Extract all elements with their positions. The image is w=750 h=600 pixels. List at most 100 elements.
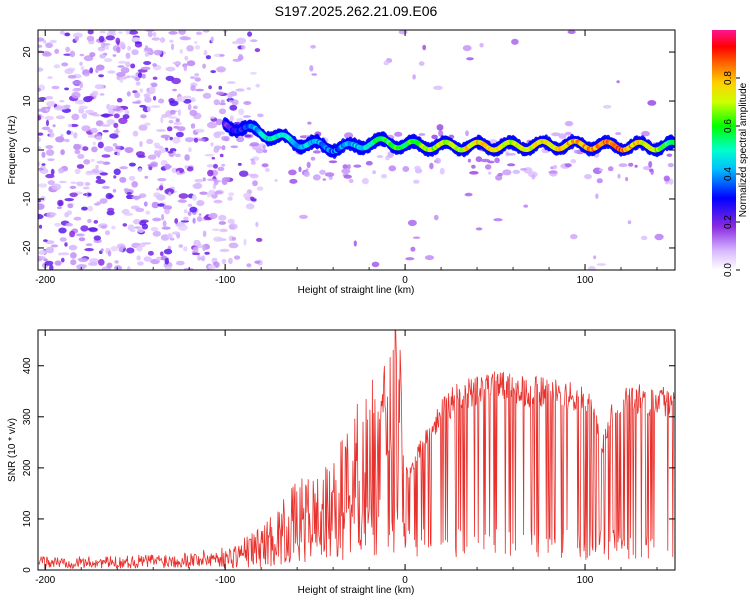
- spectrogram-noise-blob: [93, 235, 102, 241]
- spectrogram-noise-blob: [438, 130, 444, 137]
- spectrogram-noise-blob: [342, 164, 349, 170]
- spectrogram-noise-blob: [118, 41, 125, 49]
- spectrogram-noise-blob: [221, 258, 227, 265]
- spectrogram-noise-blob: [94, 84, 105, 90]
- spectrogram-noise-blob: [145, 210, 151, 215]
- spectrogram-noise-blob: [169, 136, 173, 141]
- spectrogram-noise-blob: [148, 86, 156, 93]
- spectrogram-noise-blob: [143, 256, 152, 262]
- spectrogram-noise-blob: [180, 220, 190, 223]
- spectrogram-noise-blob: [69, 230, 76, 238]
- spectrogram-noise-blob: [84, 248, 94, 252]
- spectrogram-noise-blob: [105, 35, 116, 41]
- spectrogram-noise-blob: [76, 264, 86, 270]
- spectrogram-noise-blob: [229, 104, 238, 111]
- spectrogram-noise-blob: [462, 45, 472, 52]
- spectrogram-noise-blob: [43, 40, 47, 44]
- spectrogram-noise-blob: [128, 162, 136, 167]
- spectrogram-noise-blob: [159, 37, 166, 43]
- spectrogram-noise-blob: [116, 46, 121, 53]
- spectrogram-noise-blob: [207, 169, 214, 177]
- spectrogram-noise-blob: [176, 260, 185, 266]
- spectrogram-noise-blob: [131, 181, 139, 188]
- spectrogram-noise-blob: [531, 173, 536, 180]
- spectrogram-noise-blob: [207, 121, 217, 129]
- spectrogram-noise-blob: [371, 261, 380, 268]
- spectrogram-noise-blob: [93, 220, 99, 224]
- spectrogram-noise-blob: [231, 236, 237, 241]
- spectrogram-noise-blob: [186, 60, 196, 67]
- spectrogram-noise-blob: [82, 146, 89, 151]
- spectrogram-noise-blob: [81, 113, 88, 119]
- spectrogram-noise-blob: [38, 108, 43, 112]
- spectrogram-noise-blob: [95, 67, 99, 74]
- spectrogram-noise-blob: [147, 163, 157, 167]
- spectrogram-noise-blob: [219, 228, 228, 233]
- spectrogram-noise-blob: [596, 263, 607, 266]
- spectrogram-noise-blob: [67, 75, 77, 79]
- spectrogram-noise-blob: [38, 249, 48, 255]
- spectrogram-noise-blob: [86, 170, 94, 174]
- spectrogram-noise-blob: [139, 141, 143, 147]
- spectrogram-noise-blob: [328, 160, 338, 164]
- spectrogram-noise-blob: [228, 242, 239, 249]
- spectrogram-noise-blob: [126, 192, 132, 195]
- spectrogram-noise-blob: [60, 149, 65, 156]
- spectrogram-noise-blob: [168, 116, 178, 119]
- spectrogram-noise-blob: [38, 161, 41, 167]
- spectrogram-noise-blob: [183, 98, 192, 104]
- spectrogram-noise-blob: [79, 53, 85, 57]
- spectrogram-noise-blob: [112, 188, 117, 193]
- spectrogram-noise-blob: [140, 66, 151, 71]
- spectrogram-noise-blob: [112, 148, 122, 152]
- spectrogram-noise-blob: [227, 92, 233, 99]
- spectrogram-noise-blob: [167, 150, 174, 154]
- spectrogram-noise-blob: [137, 72, 143, 79]
- spectrogram-noise-blob: [206, 164, 214, 168]
- spectrogram-noise-blob: [64, 68, 74, 75]
- spectrogram-noise-blob: [117, 65, 125, 68]
- spectrogram-noise-blob: [212, 257, 218, 261]
- spectrogram-noise-blob: [55, 115, 65, 120]
- spectrogram-noise-blob: [114, 265, 122, 270]
- spectrogram-noise-blob: [58, 167, 65, 174]
- spectrogram-noise-blob: [570, 234, 578, 240]
- spectrogram-noise-blob: [388, 165, 397, 172]
- spectrogram-noise-blob: [202, 63, 207, 69]
- spectrogram-noise-blob: [250, 160, 256, 165]
- spectrogram-noise-blob: [135, 81, 141, 86]
- spectrogram-noise-blob: [548, 170, 558, 174]
- spectrogram-noise-blob: [161, 213, 165, 221]
- spectrogram-noise-blob: [141, 223, 149, 230]
- spectrogram-noise-blob: [353, 240, 357, 247]
- spectrogram-noise-blob: [45, 108, 49, 112]
- spectrogram-noise-blob: [139, 88, 143, 93]
- spectrogram-noise-blob: [187, 211, 192, 216]
- spectrogram-noise-blob: [175, 118, 180, 123]
- spectrogram-noise-blob: [173, 121, 182, 126]
- spectrogram-noise-blob: [593, 255, 597, 260]
- spectrogram-noise-blob: [564, 131, 572, 136]
- spectrogram-noise-blob: [488, 139, 498, 145]
- spectrogram-noise-blob: [495, 174, 503, 181]
- spectrogram-noise-blob: [596, 178, 603, 184]
- colorbar-tick-label: 0.2: [723, 215, 734, 229]
- spectrogram-noise-blob: [107, 70, 116, 74]
- spectrogram-noise-blob: [107, 250, 112, 257]
- spectrogram-noise-blob: [429, 162, 434, 170]
- spectrogram-noise-blob: [198, 213, 202, 216]
- spectrogram-noise-blob: [38, 167, 44, 171]
- spectrogram-noise-blob: [109, 133, 119, 139]
- spectrogram-noise-blob: [186, 166, 194, 172]
- spectrogram-noise-blob: [90, 158, 95, 162]
- spectrogram-noise-blob: [159, 251, 164, 256]
- spectrogram-noise-blob: [113, 168, 121, 176]
- spectrogram-noise-blob: [161, 226, 171, 230]
- spectrogram-noise-blob: [185, 137, 194, 143]
- spectrogram-noise-blob: [254, 260, 261, 264]
- spectrogram-noise-blob: [162, 205, 173, 211]
- spectrogram-noise-blob: [319, 169, 326, 175]
- spectrogram-noise-blob: [98, 74, 104, 78]
- spectrogram-noise-blob: [507, 163, 516, 167]
- spectrogram-noise-blob: [239, 170, 249, 177]
